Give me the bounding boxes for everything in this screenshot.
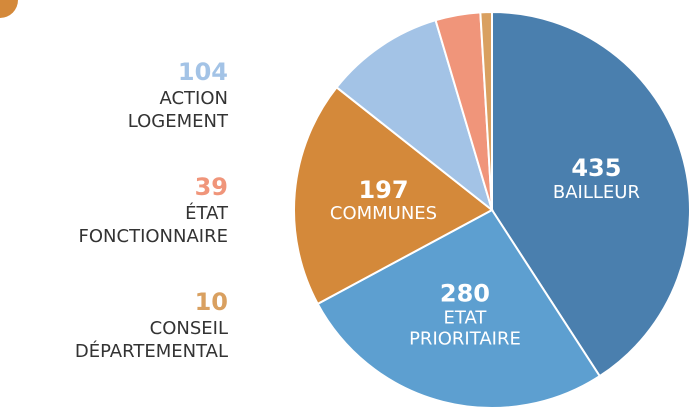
value-label: 435 bbox=[571, 153, 622, 182]
value-label: 10 bbox=[194, 288, 228, 316]
pie-slice bbox=[335, 18, 494, 213]
side-label: 39 ÉTAT FONCTIONNAIRE bbox=[68, 173, 228, 249]
side-label: 104 ACTION LOGEMENT bbox=[68, 58, 228, 134]
category-label: ETAT PRIORITAIRE bbox=[409, 307, 521, 350]
pie-slice bbox=[316, 208, 602, 409]
category-label: ÉTAT FONCTIONNAIRE bbox=[78, 202, 228, 248]
pie bbox=[293, 10, 691, 409]
slice-label: 197 COMMUNES bbox=[330, 176, 437, 224]
value-label: 104 bbox=[177, 58, 228, 86]
value-label: 280 bbox=[439, 280, 491, 308]
category-label: CONSEIL DÉPARTEMENTAL bbox=[74, 317, 228, 363]
decoration bbox=[0, 0, 18, 18]
slice-label: 435 BAILLEUR bbox=[552, 153, 640, 203]
value-label: 197 bbox=[358, 175, 409, 204]
pie-slice bbox=[293, 85, 494, 306]
slice-label: 280 ETAT PRIORITAIRE bbox=[390, 280, 540, 350]
category-label: ACTION LOGEMENT bbox=[127, 87, 228, 133]
pie-slice bbox=[479, 10, 493, 211]
side-label: 10 CONSEIL DÉPARTEMENTAL bbox=[68, 288, 228, 364]
category-label: COMMUNES bbox=[329, 202, 438, 224]
category-label: BAILLEUR bbox=[552, 181, 640, 203]
value-label: 39 bbox=[194, 173, 228, 201]
